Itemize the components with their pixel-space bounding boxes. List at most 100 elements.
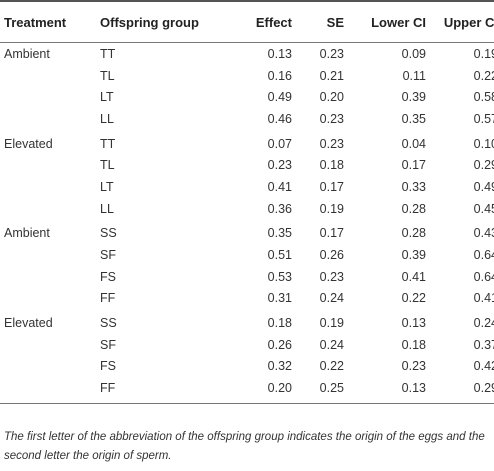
cell-upper-ci: 0.41 (473, 291, 494, 306)
cell-lower-ci: 0.39 (401, 248, 426, 263)
table-row: LL 0.46 0.23 0.35 0.57 (0, 108, 494, 130)
cell-lower-ci: 0.17 (401, 158, 426, 173)
cell-offspring-group: FS (100, 269, 116, 284)
cell-treatment (0, 266, 100, 288)
cell-upper-ci: 0.45 (473, 201, 494, 216)
cell-treatment: Ambient (4, 226, 50, 241)
table-header: Treatment Offspring group Effect SE Lowe… (0, 1, 494, 43)
cell-se: 0.24 (319, 337, 344, 352)
cell-offspring-group: SF (100, 248, 116, 263)
cell-lower-ci: 0.28 (401, 201, 426, 216)
cell-se: 0.23 (319, 136, 344, 151)
cell-offspring-group: LT (100, 179, 114, 194)
cell-offspring-group: LL (100, 201, 114, 216)
cell-offspring-group: LL (100, 111, 114, 126)
cell-lower-ci: 0.28 (401, 226, 426, 241)
cell-offspring-group: TL (100, 68, 115, 83)
cell-treatment (0, 288, 100, 310)
header-row: Treatment Offspring group Effect SE Lowe… (0, 1, 494, 43)
cell-treatment (0, 244, 100, 266)
cell-effect: 0.36 (267, 201, 292, 216)
cell-treatment (0, 334, 100, 356)
cell-treatment: Ambient (4, 46, 50, 61)
cell-treatment: Elevated (4, 136, 53, 151)
cell-lower-ci: 0.18 (401, 337, 426, 352)
cell-upper-ci: 0.10 (473, 136, 494, 151)
cell-se: 0.19 (319, 316, 344, 331)
cell-effect: 0.53 (267, 269, 292, 284)
cell-effect: 0.49 (267, 90, 292, 105)
table-row: FF 0.20 0.25 0.13 0.29 (0, 377, 494, 403)
cell-lower-ci: 0.13 (401, 381, 426, 396)
cell-upper-ci: 0.58 (473, 90, 494, 105)
cell-lower-ci: 0.23 (401, 359, 426, 374)
cell-effect: 0.35 (267, 226, 292, 241)
cell-offspring-group: SS (100, 316, 117, 331)
table-row: FS 0.53 0.23 0.41 0.64 (0, 266, 494, 288)
cell-upper-ci: 0.29 (473, 158, 494, 173)
cell-se: 0.19 (319, 201, 344, 216)
cell-lower-ci: 0.41 (401, 269, 426, 284)
cell-se: 0.18 (319, 158, 344, 173)
table-row: SF 0.51 0.26 0.39 0.64 (0, 244, 494, 266)
cell-lower-ci: 0.11 (402, 68, 426, 83)
table-row: SF 0.26 0.24 0.18 0.37 (0, 334, 494, 356)
cell-effect: 0.32 (267, 359, 292, 374)
cell-upper-ci: 0.22 (473, 68, 494, 83)
table-row: Elevated SS 0.18 0.19 0.13 0.24 (0, 309, 494, 334)
cell-se: 0.23 (319, 269, 344, 284)
table-row: LT 0.49 0.20 0.39 0.58 (0, 86, 494, 108)
cell-upper-ci: 0.37 (473, 337, 494, 352)
table-row: TL 0.23 0.18 0.17 0.29 (0, 154, 494, 176)
cell-offspring-group: FF (100, 381, 116, 396)
cell-se: 0.17 (319, 226, 344, 241)
cell-lower-ci: 0.33 (401, 179, 426, 194)
cell-se: 0.21 (319, 68, 344, 83)
cell-treatment (0, 86, 100, 108)
cell-lower-ci: 0.09 (401, 46, 426, 61)
cell-upper-ci: 0.49 (473, 179, 494, 194)
table-row: FS 0.32 0.22 0.23 0.42 (0, 356, 494, 378)
cell-upper-ci: 0.64 (473, 248, 494, 263)
cell-upper-ci: 0.43 (473, 226, 494, 241)
cell-offspring-group: SS (100, 226, 117, 241)
cell-se: 0.23 (319, 46, 344, 61)
cell-treatment: Elevated (4, 316, 53, 331)
cell-effect: 0.18 (267, 316, 292, 331)
header-treatment: Treatment (4, 14, 67, 30)
table-row: Elevated TT 0.07 0.23 0.04 0.10 (0, 130, 494, 155)
cell-se: 0.25 (319, 381, 344, 396)
cell-treatment (0, 198, 100, 220)
header-upper-ci: Upper CI (443, 14, 494, 30)
table-row: Ambient SS 0.35 0.17 0.28 0.43 (0, 220, 494, 245)
table-row: LL 0.36 0.19 0.28 0.45 (0, 198, 494, 220)
cell-effect: 0.51 (267, 248, 292, 263)
header-lower-ci: Lower CI (371, 14, 426, 30)
cell-offspring-group: TL (100, 158, 115, 173)
cell-upper-ci: 0.42 (473, 359, 494, 374)
cell-treatment (0, 377, 100, 403)
table-row: LT 0.41 0.17 0.33 0.49 (0, 176, 494, 198)
cell-se: 0.20 (319, 90, 344, 105)
cell-se: 0.17 (319, 179, 344, 194)
cell-effect: 0.41 (267, 179, 292, 194)
cell-lower-ci: 0.04 (401, 136, 426, 151)
cell-treatment (0, 154, 100, 176)
table-body: Ambient TT 0.13 0.23 0.09 0.19 TL 0.16 0.21 0.11 0… (0, 43, 494, 404)
cell-lower-ci: 0.22 (401, 291, 426, 306)
cell-upper-ci: 0.24 (473, 316, 494, 331)
table-row: Ambient TT 0.13 0.23 0.09 0.19 (0, 43, 494, 65)
cell-se: 0.23 (319, 111, 344, 126)
cell-upper-ci: 0.64 (473, 269, 494, 284)
cell-se: 0.24 (319, 291, 344, 306)
header-effect: Effect (255, 14, 292, 30)
results-table-container: Treatment Offspring group Effect SE Lowe… (0, 1, 494, 404)
cell-effect: 0.07 (267, 136, 292, 151)
cell-se: 0.22 (319, 359, 344, 374)
cell-se: 0.26 (319, 248, 344, 263)
cell-lower-ci: 0.13 (401, 316, 426, 331)
table-footnote: The first letter of the abbreviation of … (4, 431, 485, 462)
header-offspring-group: Offspring group (100, 14, 199, 30)
cell-treatment (0, 65, 100, 87)
cell-effect: 0.23 (267, 158, 292, 173)
